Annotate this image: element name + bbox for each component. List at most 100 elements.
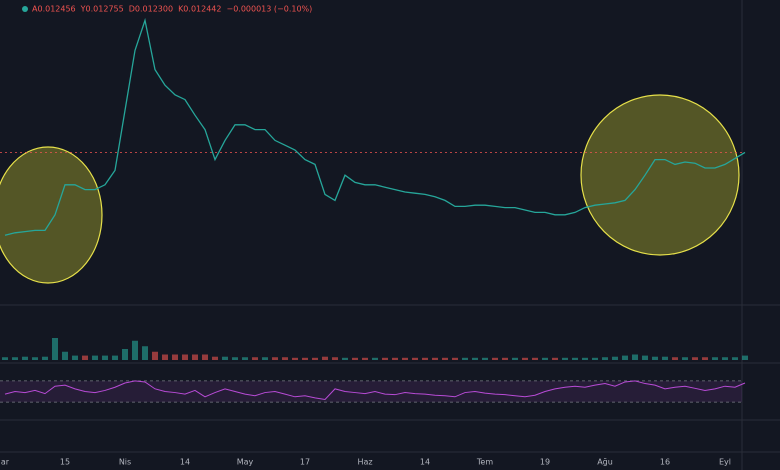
volume-bar bbox=[132, 340, 138, 360]
volume-bar bbox=[672, 357, 678, 360]
x-tick-label: 19 bbox=[540, 458, 550, 467]
volume-bar bbox=[352, 357, 358, 360]
volume-bar bbox=[272, 357, 278, 360]
ohlc-value: Y0.012755 bbox=[80, 5, 124, 14]
volume-bar bbox=[662, 356, 668, 360]
volume-bar bbox=[712, 357, 718, 360]
volume-bar bbox=[582, 357, 588, 360]
x-tick-label: 17 bbox=[300, 458, 310, 467]
volume-bar bbox=[242, 357, 248, 360]
volume-bar bbox=[322, 356, 328, 360]
x-tick-label: 16 bbox=[660, 458, 670, 467]
highlight-ellipse bbox=[0, 146, 103, 284]
x-tick-label: Ağu bbox=[597, 458, 613, 467]
volume-bar bbox=[42, 356, 48, 360]
rsi-band bbox=[0, 380, 742, 403]
volume-bar bbox=[72, 355, 78, 360]
volume-bar bbox=[232, 357, 238, 360]
volume-bar bbox=[52, 338, 58, 360]
ohlc-value: A0.012456 bbox=[32, 5, 76, 14]
volume-bar bbox=[142, 346, 148, 360]
volume-bar bbox=[102, 355, 108, 360]
ohlc-header: A0.012456 Y0.012755 D0.012300 K0.012442 −0.0… bbox=[32, 5, 312, 14]
volume-bar bbox=[452, 357, 458, 360]
volume-bar bbox=[562, 357, 568, 360]
volume-bar bbox=[462, 357, 468, 360]
volume-bar bbox=[312, 357, 318, 360]
x-tick-label: Tem bbox=[476, 458, 493, 467]
volume-bar bbox=[542, 357, 548, 360]
volume-bar bbox=[622, 355, 628, 360]
volume-bar bbox=[732, 357, 738, 360]
x-tick-label: 14 bbox=[420, 458, 430, 467]
x-tick-label: Nis bbox=[119, 458, 131, 467]
price-line bbox=[4, 17, 746, 236]
volume-bar bbox=[492, 357, 498, 360]
price-scale bbox=[742, 0, 780, 470]
x-tick-label: 14 bbox=[180, 458, 190, 467]
volume-bar bbox=[472, 357, 478, 360]
x-tick-label: ar bbox=[1, 458, 10, 467]
x-tick-label: Eyl bbox=[719, 458, 731, 467]
volume-bar bbox=[32, 357, 38, 360]
volume-bar bbox=[682, 357, 688, 360]
volume-bar bbox=[502, 357, 508, 360]
volume-bar bbox=[382, 357, 388, 360]
volume-bar bbox=[652, 356, 658, 360]
volume-bar bbox=[412, 357, 418, 360]
volume-bar bbox=[442, 357, 448, 360]
volume-bar bbox=[702, 357, 708, 360]
volume-bar bbox=[522, 357, 528, 360]
volume-bar bbox=[362, 357, 368, 360]
volume-bar bbox=[422, 357, 428, 360]
highlight-ellipse bbox=[580, 94, 740, 256]
volume-bar bbox=[2, 357, 8, 360]
volume-bar bbox=[212, 356, 218, 360]
volume-bar bbox=[402, 357, 408, 360]
status-dot bbox=[22, 6, 28, 12]
volume-bar bbox=[612, 356, 618, 360]
volume-bar bbox=[122, 349, 128, 360]
volume-bar bbox=[572, 357, 578, 360]
volume-bar bbox=[722, 357, 728, 360]
volume-bar bbox=[282, 357, 288, 360]
volume-bar bbox=[202, 354, 208, 360]
x-tick-label: 15 bbox=[60, 458, 70, 467]
volume-bar bbox=[532, 357, 538, 360]
volume-bar bbox=[632, 354, 638, 360]
volume-bar bbox=[62, 351, 68, 360]
volume-bar bbox=[252, 357, 258, 360]
volume-bar bbox=[152, 351, 158, 360]
ohlc-value: −0.000013 (−0.10%) bbox=[226, 5, 312, 14]
volume-bar bbox=[692, 357, 698, 360]
volume-bar bbox=[602, 357, 608, 360]
volume-bar bbox=[392, 357, 398, 360]
volume-bar bbox=[332, 357, 338, 360]
volume-bar bbox=[552, 357, 558, 360]
volume-bar bbox=[372, 357, 378, 360]
volume-bar bbox=[22, 356, 28, 360]
volume-bar bbox=[342, 357, 348, 360]
volume-bar bbox=[192, 354, 198, 360]
rsi-line bbox=[4, 380, 746, 400]
volume-bar bbox=[262, 357, 268, 360]
volume-bar bbox=[302, 357, 308, 360]
volume-bar bbox=[182, 354, 188, 360]
volume-bar bbox=[222, 356, 228, 360]
volume-bar bbox=[112, 355, 118, 360]
volume-bar bbox=[482, 357, 488, 360]
volume-bar bbox=[12, 357, 18, 360]
x-tick-label: May bbox=[237, 458, 254, 467]
volume-bar bbox=[642, 355, 648, 360]
volume-bar bbox=[172, 354, 178, 360]
ohlc-value: K0.012442 bbox=[178, 5, 221, 14]
volume-bar bbox=[292, 357, 298, 360]
volume-bar bbox=[432, 357, 438, 360]
x-tick-label: Haz bbox=[357, 458, 372, 467]
ohlc-value: D0.012300 bbox=[129, 5, 173, 14]
volume-bar bbox=[92, 355, 98, 360]
volume-bar bbox=[82, 355, 88, 360]
